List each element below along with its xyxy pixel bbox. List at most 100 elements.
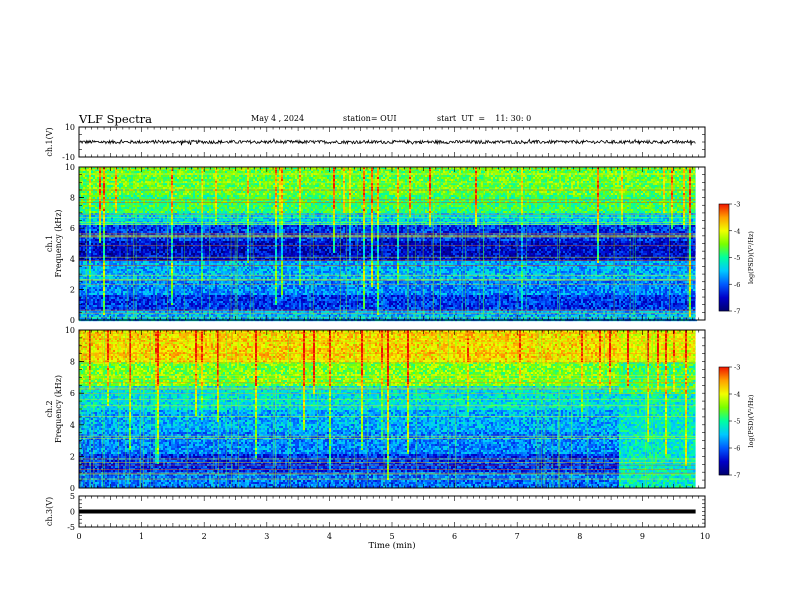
- heatmap-cell: [123, 285, 125, 287]
- heatmap-cell: [147, 179, 149, 181]
- heatmap-cell: [113, 289, 115, 291]
- heatmap-cell: [119, 241, 121, 243]
- heatmap-cell: [129, 231, 131, 233]
- heatmap-cell: [147, 303, 149, 305]
- heatmap-cell: [125, 215, 127, 217]
- heatmap-cell: [109, 203, 111, 205]
- heatmap-cell: [83, 311, 85, 313]
- heatmap-cell: [145, 293, 147, 295]
- heatmap-cell: [139, 295, 141, 297]
- heatmap-cell: [107, 195, 109, 197]
- heatmap-cell: [81, 215, 83, 217]
- heatmap-cell: [153, 175, 155, 177]
- heatmap-cell: [165, 209, 167, 211]
- heatmap-cell: [139, 175, 141, 177]
- heatmap-cell: [111, 177, 113, 179]
- heatmap-cell: [109, 171, 111, 173]
- heatmap-cell: [143, 193, 145, 195]
- heatmap-cell: [89, 229, 91, 231]
- heatmap-cell: [111, 305, 113, 307]
- heatmap-cell: [151, 183, 153, 185]
- heatmap-cell: [117, 247, 119, 249]
- heatmap-cell: [161, 229, 163, 231]
- heatmap-cell: [165, 303, 167, 305]
- heatmap-cell: [147, 231, 149, 233]
- heatmap-cell: [107, 183, 109, 185]
- heatmap-cell: [163, 205, 165, 207]
- heatmap-cell: [159, 243, 161, 245]
- heatmap-cell: [105, 225, 107, 227]
- heatmap-cell: [145, 271, 147, 273]
- heatmap-cell: [91, 175, 93, 177]
- heatmap-cell: [103, 307, 105, 309]
- heatmap-cell: [153, 301, 155, 303]
- heatmap-cell: [89, 299, 91, 301]
- heatmap-cell: [157, 207, 159, 209]
- heatmap-cell: [161, 209, 163, 211]
- heatmap-cell: [147, 307, 149, 309]
- heatmap-cell: [109, 269, 111, 271]
- heatmap-cell: [161, 253, 163, 255]
- heatmap-cell: [157, 261, 159, 263]
- heatmap-cell: [153, 211, 155, 213]
- heatmap-cell: [107, 229, 109, 231]
- heatmap-cell: [143, 183, 145, 185]
- heatmap-cell: [91, 271, 93, 273]
- heatmap-cell: [141, 211, 143, 213]
- heatmap-cell: [161, 197, 163, 199]
- heatmap-cell: [99, 297, 101, 299]
- heatmap-cell: [117, 295, 119, 297]
- heatmap-cell: [165, 247, 167, 249]
- heatmap-cell: [91, 301, 93, 303]
- heatmap-cell: [119, 225, 121, 227]
- heatmap-cell: [165, 267, 167, 269]
- heatmap-cell: [123, 201, 125, 203]
- heatmap-cell: [93, 291, 95, 293]
- heatmap-cell: [151, 297, 153, 299]
- heatmap-cell: [91, 269, 93, 271]
- heatmap-cell: [111, 171, 113, 173]
- heatmap-cell: [95, 219, 97, 221]
- heatmap-cell: [83, 211, 85, 213]
- heatmap-cell: [163, 247, 165, 249]
- heatmap-cell: [131, 277, 133, 279]
- heatmap-cell: [91, 211, 93, 213]
- heatmap-cell: [123, 243, 125, 245]
- heatmap-cell: [145, 253, 147, 255]
- heatmap-cell: [139, 303, 141, 305]
- heatmap-cell: [137, 203, 139, 205]
- heatmap-cell: [105, 287, 107, 289]
- heatmap-cell: [157, 227, 159, 229]
- heatmap-cell: [109, 261, 111, 263]
- heatmap-cell: [145, 201, 147, 203]
- heatmap-cell: [129, 185, 131, 187]
- heatmap-cell: [99, 295, 101, 297]
- heatmap-cell: [129, 183, 131, 185]
- heatmap-cell: [113, 197, 115, 199]
- heatmap-cell: [81, 291, 83, 293]
- heatmap-cell: [163, 201, 165, 203]
- heatmap-cell: [119, 185, 121, 187]
- heatmap-cell: [109, 281, 111, 283]
- heatmap-cell: [119, 299, 121, 301]
- heatmap-cell: [115, 177, 117, 179]
- heatmap-cell: [95, 305, 97, 307]
- heatmap-cell: [87, 253, 89, 255]
- heatmap-cell: [163, 183, 165, 185]
- heatmap-cell: [119, 287, 121, 289]
- heatmap-cell: [107, 177, 109, 179]
- heatmap-cell: [95, 307, 97, 309]
- heatmap-cell: [83, 175, 85, 177]
- heatmap-cell: [159, 291, 161, 293]
- heatmap-cell: [115, 299, 117, 301]
- heatmap-cell: [101, 281, 103, 283]
- heatmap-cell: [119, 273, 121, 275]
- heatmap-cell: [119, 195, 121, 197]
- heatmap-cell: [113, 263, 115, 265]
- heatmap-cell: [91, 225, 93, 227]
- heatmap-cell: [91, 267, 93, 269]
- heatmap-cell: [119, 307, 121, 309]
- heatmap-cell: [125, 281, 127, 283]
- heatmap-cell: [125, 211, 127, 213]
- heatmap-cell: [113, 195, 115, 197]
